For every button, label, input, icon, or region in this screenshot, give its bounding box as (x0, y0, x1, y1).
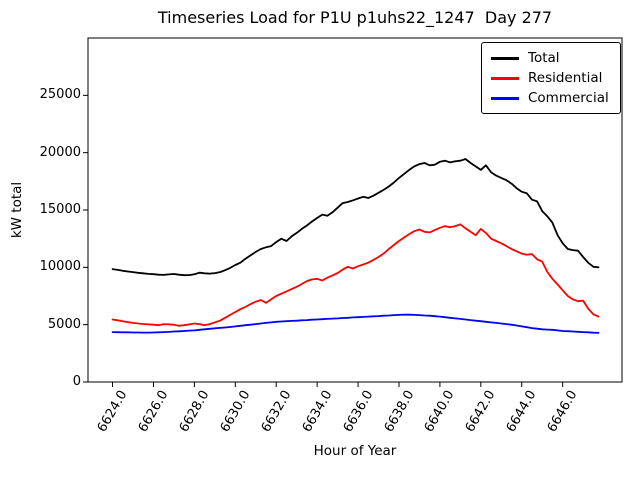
legend-label-total: Total (528, 50, 560, 66)
y-tick-label: 0 (72, 374, 81, 389)
legend-entry-total: Total (482, 48, 620, 68)
y-axis-label: kW total (9, 181, 25, 239)
y-tick-label: 20000 (39, 144, 81, 160)
legend-entry-residential: Residential (482, 68, 620, 88)
series-line-total (111, 158, 600, 277)
y-tick-label: 5000 (47, 316, 81, 332)
y-tick-label: 15000 (39, 202, 81, 217)
y-tick-label: 25000 (39, 87, 81, 103)
series-line-residential (111, 223, 600, 327)
legend: Total Residential Commercial (481, 42, 621, 114)
residential-line-swatch (491, 76, 519, 80)
legend-label-commercial: Commercial (528, 90, 609, 106)
y-tick-label: 10000 (39, 259, 81, 275)
chart-title: Timeseries Load for P1U p1uhs22_1247 Day… (157, 8, 553, 27)
legend-entry-commercial: Commercial (482, 88, 620, 108)
total-line-swatch (491, 56, 519, 60)
legend-label-residential: Residential (528, 70, 603, 86)
commercial-line-swatch (491, 96, 519, 100)
series-line-commercial (111, 313, 600, 334)
x-axis-label: Hour of Year (313, 443, 397, 459)
